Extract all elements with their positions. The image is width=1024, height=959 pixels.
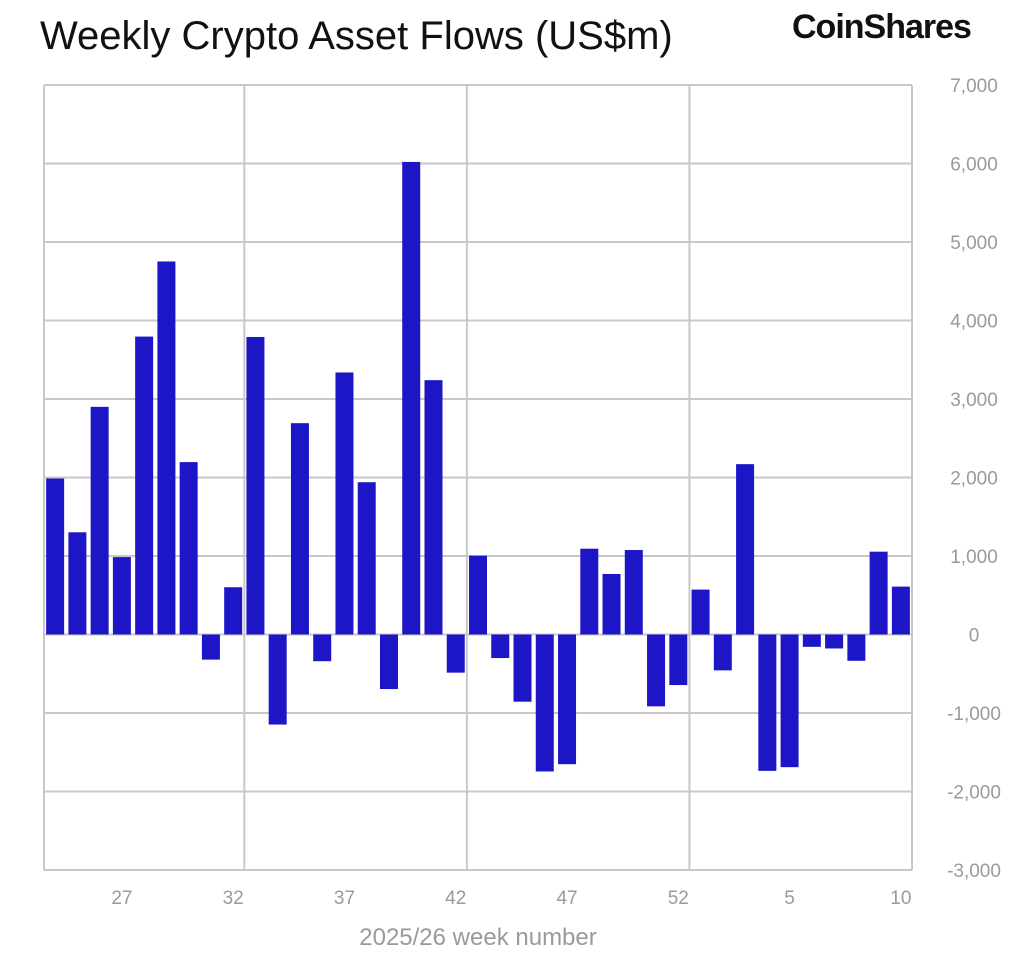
bar-week-35 xyxy=(290,423,309,635)
bar-week-24 xyxy=(46,478,65,635)
chart-title: Weekly Crypto Asset Flows (US$m) xyxy=(40,14,673,58)
coinshares-logo: CoinShares xyxy=(792,8,972,46)
y-tick-label: -2,000 xyxy=(947,783,1001,804)
x-tick-label: 5 xyxy=(784,888,795,909)
x-axis-ticks: 27 32 37 42 47 52 5 10 xyxy=(111,888,911,909)
bar-week-41 xyxy=(424,380,443,635)
bar-week-43 xyxy=(469,555,487,635)
bar-week-39 xyxy=(379,634,398,690)
y-tick-label: 3,000 xyxy=(950,390,998,411)
y-tick-label: 4,000 xyxy=(950,312,998,333)
bar-week-29 xyxy=(157,261,176,635)
bar-week-47 xyxy=(558,634,577,765)
bar-week-32 xyxy=(224,587,243,635)
bar-week-3 xyxy=(736,464,755,635)
bar-week-46 xyxy=(535,634,554,772)
x-tick-label: 52 xyxy=(668,888,689,909)
y-tick-label: 2,000 xyxy=(950,469,998,490)
bar-week-33 xyxy=(246,336,265,635)
y-tick-label: 6,000 xyxy=(950,155,998,176)
y-tick-label: 7,000 xyxy=(950,76,998,97)
bar-week-26 xyxy=(90,406,109,635)
x-tick-label: 37 xyxy=(334,888,355,909)
bar-week-36 xyxy=(313,634,332,662)
x-tick-label: 27 xyxy=(111,888,132,909)
bars xyxy=(46,161,910,772)
bar-week-6 xyxy=(802,634,821,647)
y-tick-label: -3,000 xyxy=(947,861,1001,882)
bar-week-51 xyxy=(647,634,666,707)
bar-week-2 xyxy=(713,634,732,671)
bar-week-1 xyxy=(691,589,710,635)
bar-week-9 xyxy=(869,551,888,635)
y-axis-ticks: 7,000 6,000 5,000 4,000 3,000 2,000 1,000 0 -1,0… xyxy=(947,76,1001,882)
bar-week-7 xyxy=(825,634,844,649)
bar-week-8 xyxy=(847,634,866,661)
x-tick-label: 32 xyxy=(223,888,244,909)
bar-week-50 xyxy=(624,550,643,635)
bar-week-37 xyxy=(335,372,354,635)
bar-week-30 xyxy=(179,462,198,635)
bar-week-28 xyxy=(135,336,154,635)
bar-week-40 xyxy=(402,161,421,635)
bar-week-42 xyxy=(446,634,465,673)
bar-week-10 xyxy=(891,586,910,635)
bar-week-44 xyxy=(491,634,510,659)
bar-week-49 xyxy=(602,573,621,635)
bar-week-25 xyxy=(68,532,87,635)
y-tick-label: -1,000 xyxy=(947,704,1001,725)
y-tick-label: 0 xyxy=(969,626,980,647)
bar-week-4 xyxy=(758,634,777,771)
y-tick-label: 1,000 xyxy=(950,547,998,568)
x-tick-label: 47 xyxy=(556,888,577,909)
x-tick-label: 42 xyxy=(445,888,466,909)
bar-week-52 xyxy=(669,634,688,686)
bar-week-27 xyxy=(112,557,131,635)
bar-week-5 xyxy=(780,634,799,768)
x-axis-label: 2025/26 week number xyxy=(359,924,597,951)
y-tick-label: 5,000 xyxy=(950,233,998,254)
bar-week-31 xyxy=(201,634,220,660)
bar-week-45 xyxy=(513,634,532,702)
bar-week-38 xyxy=(357,482,376,635)
bar-week-34 xyxy=(268,634,287,725)
bar-week-48 xyxy=(580,548,599,635)
x-tick-label: 10 xyxy=(890,888,911,909)
